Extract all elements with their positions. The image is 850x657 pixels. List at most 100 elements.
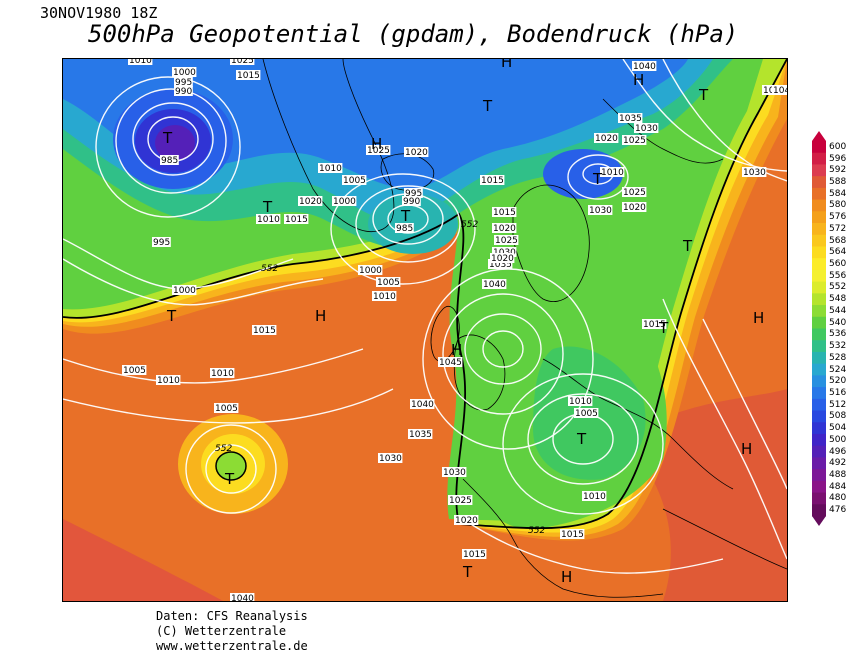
pressure-label-bg [256,214,281,224]
legend-swatch [812,492,826,505]
legend-label: 520 [829,376,847,387]
map-canvas: 1010100099599010251015104010351030102510… [63,59,787,601]
high-pressure-marker: H [561,568,572,586]
legend-swatch [812,176,826,189]
pressure-label-bg [492,247,517,257]
low-pressure-marker: T [166,307,177,325]
legend-swatch [812,387,826,400]
legend-swatch [812,293,826,306]
pressure-label-bg [172,285,197,295]
pressure-label: 1015 [463,550,486,560]
legend-label: 492 [829,458,847,469]
legend-swatch [812,258,826,271]
pressure-label: 1005 [123,366,146,376]
contour-552-label-3: 552 [528,526,545,536]
legend-swatch [812,504,826,517]
pressure-label: 995 [153,238,170,248]
pressure-label-bg [358,265,383,275]
pressure-label-bg [230,59,255,65]
contour-552 [63,59,787,530]
pressure-label-bg [480,175,505,185]
pressure-labels: 1010100099599010251015104010351030102510… [122,59,787,601]
pressure-label: 1020 [299,197,322,207]
pressure-label-bg [128,59,153,65]
legend-label: 500 [829,434,847,445]
pressure-label: 1040 [231,594,254,601]
pressure-label-bg [395,223,414,233]
footer-data-source: Daten: CFS Reanalysis [156,609,308,623]
pressure-label-bg [488,259,513,269]
legend-label: 592 [829,165,847,176]
pressure-label-bg [152,237,171,247]
low-pressure-marker: T [400,207,411,225]
pressure-label-bg [574,408,599,418]
legend-swatch [812,410,826,423]
legend-swatch [812,152,826,165]
pressure-label: 1025 [623,136,646,146]
pressure-label: 1005 [575,409,598,419]
field-low-nw-core [155,125,195,161]
pressure-label: 1040 [483,280,506,290]
legend-label: 504 [829,423,847,434]
legend-swatch [812,199,826,212]
pressure-label: 1020 [493,224,516,234]
legend-label: 572 [829,223,847,234]
pressure-label: 990 [175,87,192,97]
pressure-label-bg [622,135,647,145]
pressure-label: 1005 [377,278,400,288]
pressure-label-bg [588,205,613,215]
pressure-label: 1015 [643,320,666,330]
pressure-label-bg [366,145,391,155]
legend-swatch [812,398,826,412]
footer-website[interactable]: www.wetterzentrale.de [156,639,308,653]
pressure-label-bg [772,85,787,95]
pressure-label-bg [622,187,647,197]
pressure-label-bg [582,491,607,501]
pressure-label: 1025 [449,496,472,506]
pressure-label-bg [448,495,473,505]
pressure-label: 1015 [481,176,504,186]
pressure-label-bg [492,223,517,233]
color-legend [812,131,826,526]
legend-swatch [812,363,826,376]
legend-label: 536 [829,329,847,340]
legend-label: 576 [829,212,847,223]
pressure-label: 1025 [367,146,390,156]
pressure-label: 1035 [409,430,432,440]
legend-swatch [812,141,826,154]
pressure-label-bg [404,147,429,157]
pressure-label-bg [742,167,767,177]
pressure-label: 1010 [319,164,342,174]
pressure-label: 1010 [211,369,234,379]
pressure-label-bg [438,357,463,367]
legend-swatch [812,480,826,494]
pressure-label-bg [642,319,667,329]
pressure-label: 995 [175,78,192,88]
legend-label: 532 [829,341,847,352]
legend-label: 496 [829,446,847,457]
low-pressure-marker: T [576,430,587,448]
legend-label: 552 [829,282,847,293]
pressure-label-bg [618,113,643,123]
footer-copyright: (C) Wetterzentrale [156,624,287,638]
legend-swatch [812,445,826,458]
pressure-label: 985 [396,224,413,234]
pressure-label: 1035 [619,114,642,124]
pressure-label: 1020 [491,254,514,264]
pressure-label-bg [174,77,193,87]
pressure-label: 995 [405,189,422,199]
low-pressure-marker: T [682,237,693,255]
pressure-label-bg [442,467,467,477]
pressure-label-bg [122,365,147,375]
pressure-label: 1025 [231,59,254,66]
legend-arrow-top [812,131,826,141]
pressure-label: 1020 [405,148,428,158]
pressure-label-bg [560,529,585,539]
pressure-label-bg [172,67,197,77]
legend-label: 544 [829,305,847,316]
pressure-label-bg [492,207,517,217]
legend-swatch [812,281,826,294]
isobars [63,59,787,574]
pressure-label: 1030 [635,124,658,134]
pressure-label-bg [214,403,239,413]
